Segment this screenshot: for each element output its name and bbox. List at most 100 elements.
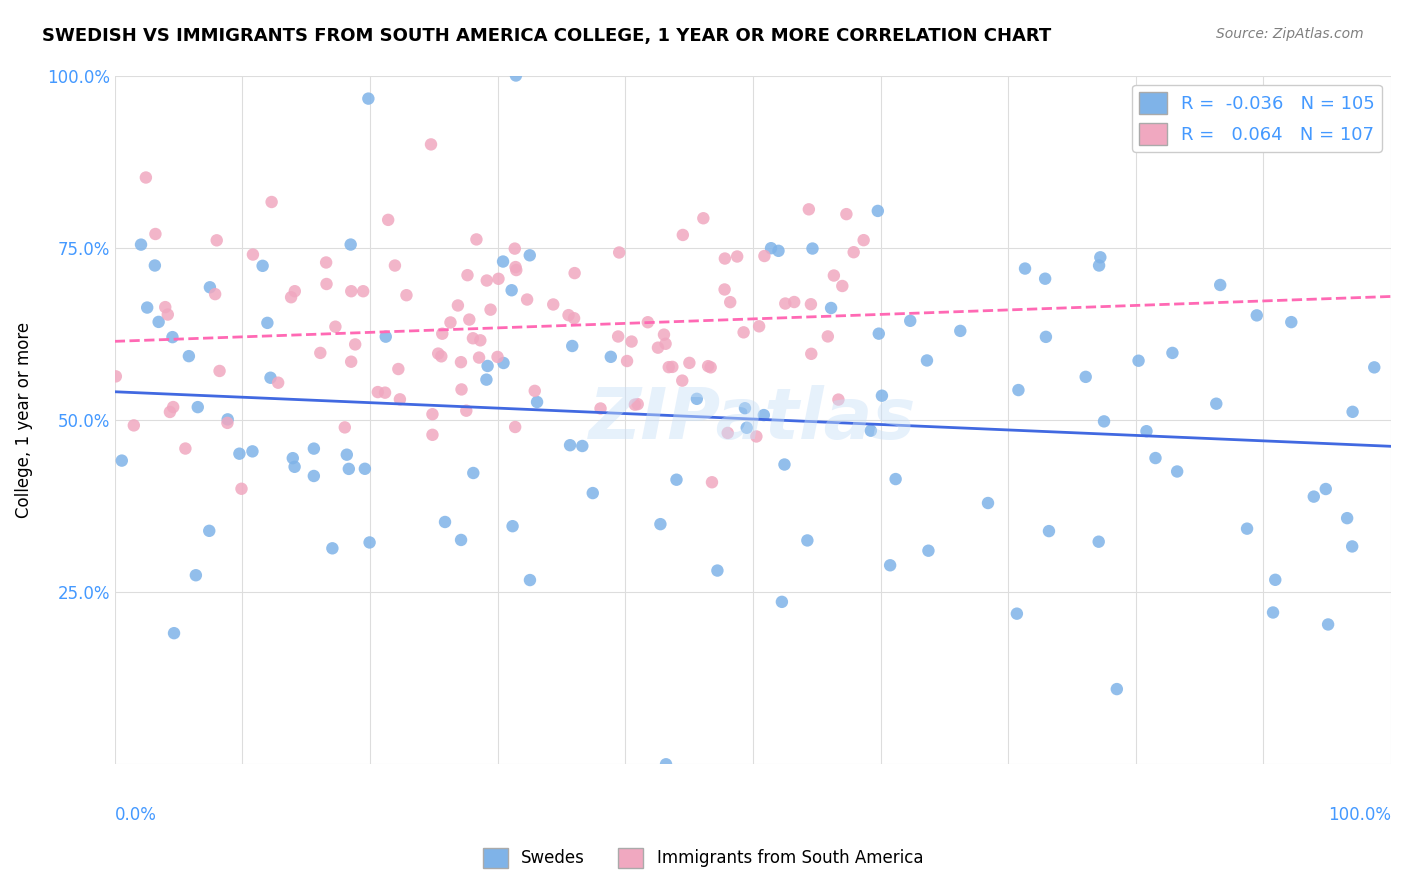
Point [309,346,332,360]
Point [706,564,728,578]
Point [745,429,768,443]
Point [260,194,283,209]
Point [340,355,363,369]
Point [488,272,510,286]
Point [599,350,621,364]
Point [1336,511,1358,525]
Point [267,376,290,390]
Point [827,392,849,407]
Point [686,392,709,406]
Point [339,237,361,252]
Text: ZIPatlas: ZIPatlas [589,385,917,454]
Point [198,280,221,294]
Point [422,427,444,442]
Point [672,227,695,242]
Point [430,349,453,363]
Point [384,259,406,273]
Point [374,385,396,400]
Point [432,326,454,341]
Point [870,389,893,403]
Point [337,462,360,476]
Point [122,418,145,433]
Point [820,301,842,315]
Point [1236,522,1258,536]
Point [949,324,972,338]
Point [647,341,669,355]
Point [713,283,735,297]
Point [177,349,200,363]
Point [470,334,492,348]
Point [637,315,659,329]
Point [315,277,337,291]
Point [434,515,457,529]
Point [501,283,523,297]
Point [859,424,882,438]
Point [735,421,758,435]
Point [486,350,509,364]
Point [302,442,325,456]
Point [135,170,157,185]
Point [367,385,389,400]
Point [817,329,839,343]
Point [519,248,541,262]
Text: Source: ZipAtlas.com: Source: ZipAtlas.com [1216,27,1364,41]
Point [184,568,207,582]
Point [420,137,443,152]
Point [505,263,527,277]
Point [607,245,630,260]
Point [208,364,231,378]
Point [280,290,302,304]
Point [159,405,181,419]
Point [1362,360,1385,375]
Point [717,425,740,440]
Point [783,295,806,310]
Point [468,351,491,365]
Point [541,297,564,311]
Point [526,395,548,409]
Point [505,69,527,83]
Point [465,232,488,246]
Point [315,255,337,269]
Point [163,626,186,640]
Point [129,237,152,252]
Point [256,316,278,330]
Point [1135,424,1157,438]
Point [344,337,367,351]
Point [217,412,239,426]
Point [204,287,226,301]
Point [284,459,307,474]
Point [800,347,823,361]
Point [1014,261,1036,276]
Point [143,259,166,273]
Point [714,252,737,266]
Legend: Swedes, Immigrants from South America: Swedes, Immigrants from South America [477,841,929,875]
Point [627,397,650,411]
Point [558,438,581,452]
Point [228,447,250,461]
Point [1105,682,1128,697]
Point [1315,482,1337,496]
Point [148,315,170,329]
Point [564,266,586,280]
Point [1144,451,1167,466]
Point [1161,346,1184,360]
Point [754,249,776,263]
Point [162,330,184,344]
Point [697,359,720,373]
Point [733,326,755,340]
Point [162,400,184,414]
Point [387,362,409,376]
Point [422,407,444,421]
Point [395,288,418,302]
Point [1033,271,1056,285]
Text: SWEDISH VS IMMIGRANTS FROM SOUTH AMERICA COLLEGE, 1 YEAR OR MORE CORRELATION CHA: SWEDISH VS IMMIGRANTS FROM SOUTH AMERICA… [42,27,1052,45]
Point [1128,353,1150,368]
Point [650,517,672,532]
Point [654,336,676,351]
Point [700,475,723,490]
Point [879,558,901,573]
Point [868,326,890,341]
Point [354,462,377,476]
Point [1074,369,1097,384]
Point [571,439,593,453]
